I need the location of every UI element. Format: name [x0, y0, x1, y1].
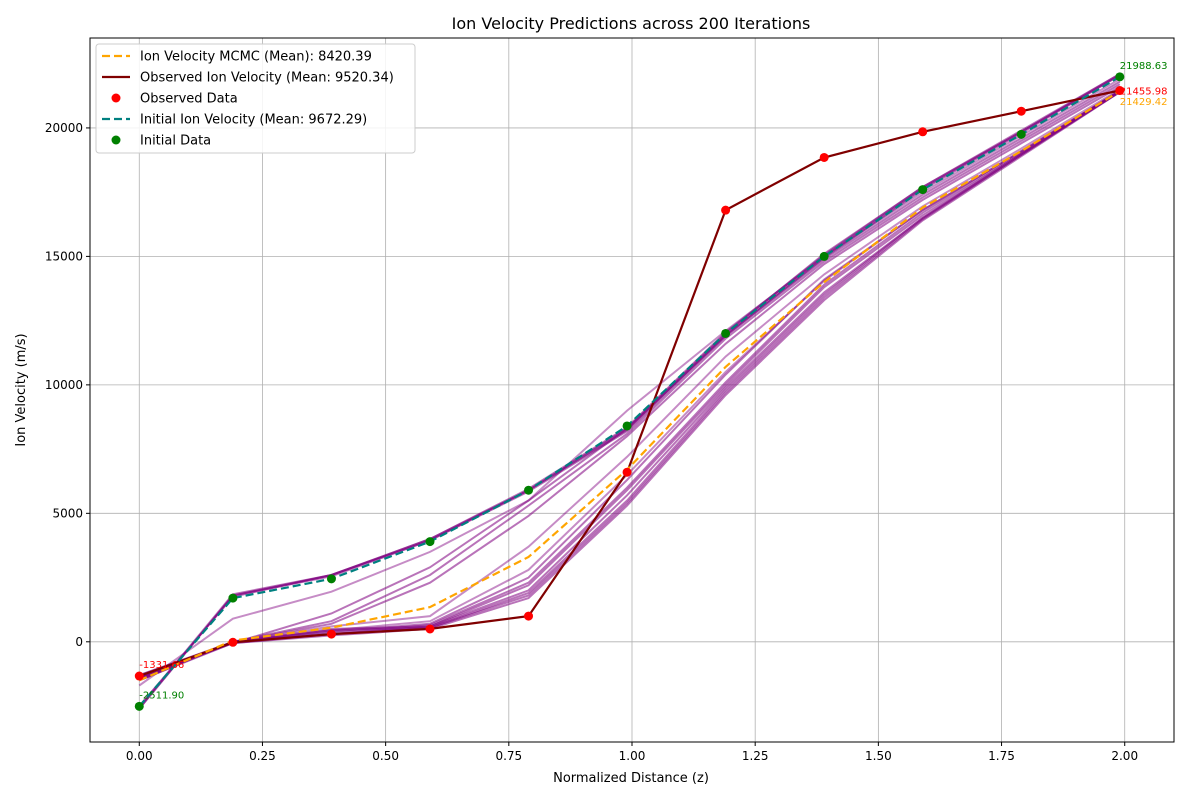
- scatter-point: [524, 485, 534, 495]
- scatter-point: [425, 624, 435, 634]
- scatter-point: [228, 593, 238, 603]
- legend-label: Ion Velocity MCMC (Mean): 8420.39: [140, 50, 372, 65]
- scatter-point: [721, 205, 731, 215]
- scatter-point: [425, 537, 435, 547]
- scatter-point: [622, 467, 632, 477]
- scatter-point: [721, 328, 731, 338]
- data-points: [134, 72, 1125, 711]
- scatter-point: [918, 127, 928, 137]
- scatter-point: [524, 611, 534, 621]
- x-tick-label: 0.00: [126, 749, 153, 763]
- scatter-point: [326, 574, 336, 584]
- legend-label: Observed Data: [140, 92, 238, 107]
- scatter-point: [1016, 129, 1026, 139]
- scatter-point: [918, 185, 928, 195]
- x-tick-label: 0.25: [249, 749, 276, 763]
- scatter-point: [819, 251, 829, 261]
- x-tick-label: 1.00: [619, 749, 646, 763]
- scatter-point: [134, 701, 144, 711]
- x-tick-label: 1.75: [988, 749, 1015, 763]
- x-tick-label: 1.50: [865, 749, 892, 763]
- iteration-line: [138, 85, 1121, 682]
- iteration-line: [138, 91, 1121, 679]
- scatter-point: [622, 421, 632, 431]
- legend-marker: [111, 135, 121, 145]
- legend-box: [95, 43, 416, 154]
- y-tick-label: 5000: [52, 506, 83, 520]
- y-axis-label: Ion Velocity (m/s): [14, 333, 29, 446]
- x-tick-label: 0.75: [495, 749, 522, 763]
- scatter-point: [134, 671, 144, 681]
- data-annotation: -1331.66: [139, 660, 184, 671]
- axis-ticks: 0.00 0.25 0.50 0.75 1.00 1.25 1.50 1.75 2.00 0 500…: [45, 121, 1138, 763]
- scatter-point: [1016, 106, 1026, 116]
- x-axis-label: Normalized Distance (z): [553, 771, 709, 786]
- y-tick-label: 20000: [45, 121, 83, 135]
- legend-label: Initial Data: [140, 134, 211, 149]
- iteration-line: [138, 88, 1121, 679]
- x-tick-label: 1.25: [742, 749, 769, 763]
- scatter-point: [228, 637, 238, 647]
- scatter-point: [326, 629, 336, 639]
- x-tick-label: 0.50: [372, 749, 399, 763]
- legend: Ion Velocity MCMC (Mean): 8420.39 Observe…: [95, 43, 416, 154]
- data-annotation: 21988.63: [1120, 61, 1168, 72]
- y-tick-label: 15000: [45, 249, 83, 263]
- data-annotation: -2511.90: [139, 690, 184, 701]
- scatter-point: [1115, 72, 1125, 82]
- data-annotation: 21429.42: [1120, 97, 1168, 108]
- legend-marker: [111, 93, 121, 103]
- iteration-line: [138, 78, 1121, 687]
- iteration-line: [138, 83, 1121, 681]
- x-tick-label: 2.00: [1111, 749, 1138, 763]
- scatter-point: [819, 152, 829, 162]
- legend-label: Observed Ion Velocity (Mean: 9520.34): [140, 71, 394, 86]
- legend-label: Initial Ion Velocity (Mean: 9672.29): [140, 113, 367, 128]
- scatter-point: [1115, 86, 1125, 96]
- chart-title: Ion Velocity Predictions across 200 Iter…: [452, 14, 811, 33]
- y-tick-label: 0: [75, 635, 83, 649]
- data-annotation: 21455.98: [1120, 87, 1168, 98]
- y-tick-label: 10000: [45, 378, 83, 392]
